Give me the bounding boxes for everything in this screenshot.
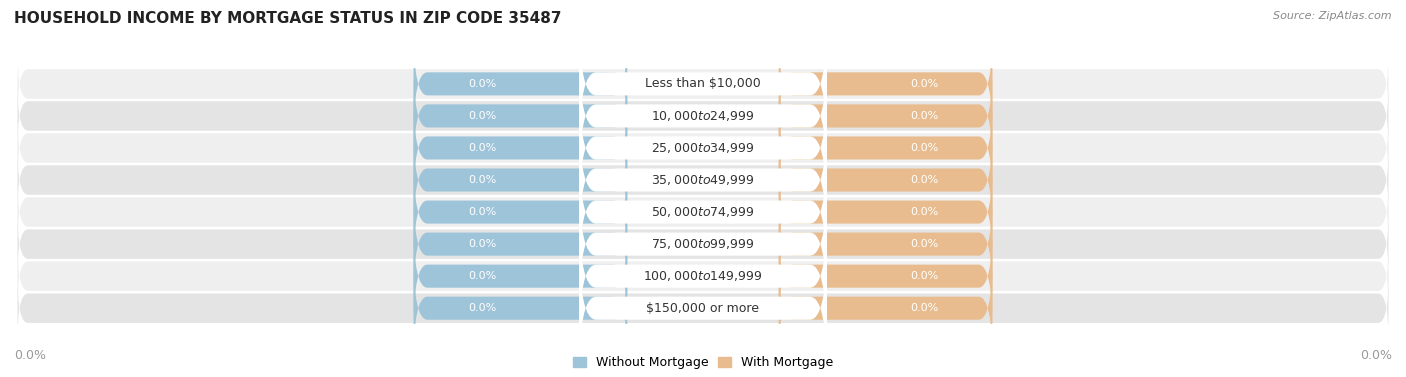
FancyBboxPatch shape [779, 192, 993, 297]
FancyBboxPatch shape [413, 159, 627, 265]
FancyBboxPatch shape [579, 15, 827, 152]
FancyBboxPatch shape [17, 243, 1389, 310]
FancyBboxPatch shape [779, 256, 993, 361]
FancyBboxPatch shape [579, 80, 827, 216]
Text: $75,000 to $99,999: $75,000 to $99,999 [651, 237, 755, 251]
Text: 0.0%: 0.0% [910, 143, 938, 153]
Text: 0.0%: 0.0% [468, 303, 496, 313]
FancyBboxPatch shape [579, 48, 827, 184]
Text: 0.0%: 0.0% [910, 239, 938, 249]
Text: $35,000 to $49,999: $35,000 to $49,999 [651, 173, 755, 187]
FancyBboxPatch shape [17, 115, 1389, 181]
FancyBboxPatch shape [779, 95, 993, 201]
Text: HOUSEHOLD INCOME BY MORTGAGE STATUS IN ZIP CODE 35487: HOUSEHOLD INCOME BY MORTGAGE STATUS IN Z… [14, 11, 561, 26]
Text: 0.0%: 0.0% [910, 175, 938, 185]
FancyBboxPatch shape [579, 144, 827, 280]
FancyBboxPatch shape [17, 275, 1389, 342]
Text: 0.0%: 0.0% [468, 207, 496, 217]
FancyBboxPatch shape [579, 208, 827, 345]
Text: $25,000 to $34,999: $25,000 to $34,999 [651, 141, 755, 155]
Text: 0.0%: 0.0% [910, 79, 938, 89]
Legend: Without Mortgage, With Mortgage: Without Mortgage, With Mortgage [568, 351, 838, 374]
FancyBboxPatch shape [413, 192, 627, 297]
Text: 0.0%: 0.0% [910, 303, 938, 313]
Text: 0.0%: 0.0% [468, 143, 496, 153]
FancyBboxPatch shape [413, 63, 627, 169]
FancyBboxPatch shape [779, 63, 993, 169]
FancyBboxPatch shape [413, 31, 627, 136]
FancyBboxPatch shape [779, 31, 993, 136]
FancyBboxPatch shape [413, 95, 627, 201]
Text: $150,000 or more: $150,000 or more [647, 302, 759, 315]
Text: Less than $10,000: Less than $10,000 [645, 77, 761, 90]
FancyBboxPatch shape [579, 112, 827, 248]
Text: 0.0%: 0.0% [910, 207, 938, 217]
FancyBboxPatch shape [413, 256, 627, 361]
FancyBboxPatch shape [17, 51, 1389, 117]
FancyBboxPatch shape [17, 211, 1389, 277]
FancyBboxPatch shape [579, 176, 827, 313]
Text: $50,000 to $74,999: $50,000 to $74,999 [651, 205, 755, 219]
Text: 0.0%: 0.0% [1360, 349, 1392, 362]
FancyBboxPatch shape [17, 179, 1389, 245]
FancyBboxPatch shape [413, 127, 627, 233]
FancyBboxPatch shape [17, 147, 1389, 213]
Text: $100,000 to $149,999: $100,000 to $149,999 [644, 269, 762, 283]
Text: $10,000 to $24,999: $10,000 to $24,999 [651, 109, 755, 123]
Text: 0.0%: 0.0% [910, 111, 938, 121]
Text: 0.0%: 0.0% [468, 79, 496, 89]
Text: 0.0%: 0.0% [910, 271, 938, 281]
FancyBboxPatch shape [17, 83, 1389, 149]
FancyBboxPatch shape [779, 224, 993, 329]
FancyBboxPatch shape [779, 127, 993, 233]
Text: 0.0%: 0.0% [468, 111, 496, 121]
FancyBboxPatch shape [579, 240, 827, 377]
FancyBboxPatch shape [413, 224, 627, 329]
FancyBboxPatch shape [779, 159, 993, 265]
Text: 0.0%: 0.0% [14, 349, 46, 362]
Text: 0.0%: 0.0% [468, 271, 496, 281]
Text: 0.0%: 0.0% [468, 175, 496, 185]
Text: 0.0%: 0.0% [468, 239, 496, 249]
Text: Source: ZipAtlas.com: Source: ZipAtlas.com [1274, 11, 1392, 21]
